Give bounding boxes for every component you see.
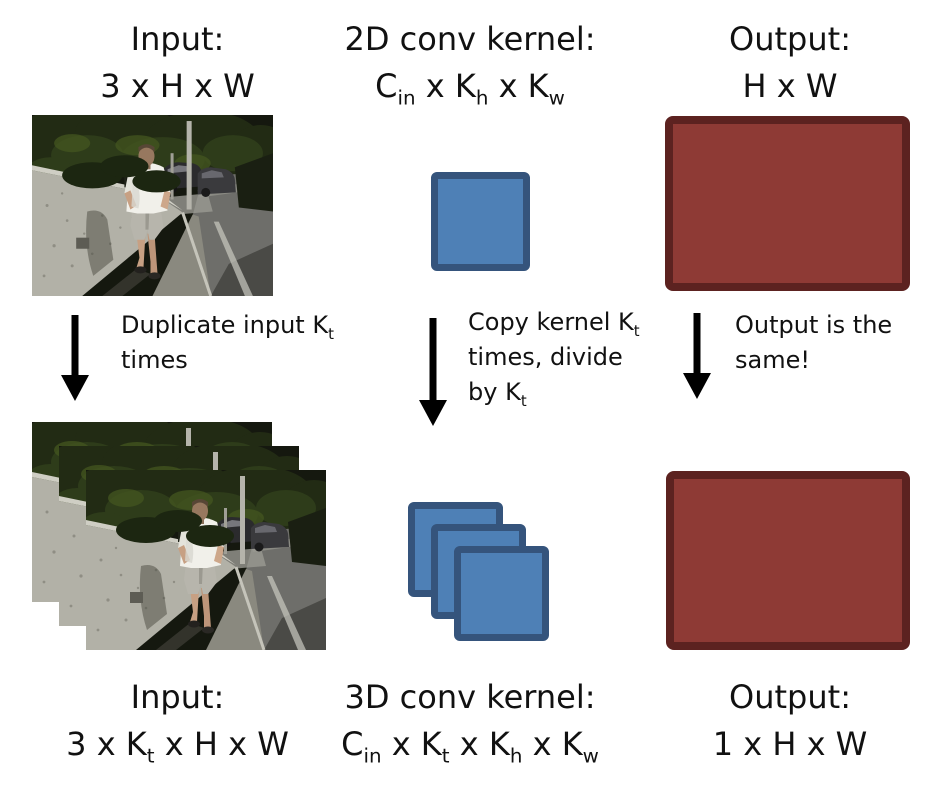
bottom-input-dims: 3 x Kt x H x W <box>66 725 289 768</box>
bottom-input-title: Input: <box>130 678 225 716</box>
bottom-output-dims: 1 x H x W <box>712 725 868 763</box>
bottom-kernel-header: 3D conv kernel: Cin x Kt x Kh x Kw <box>295 674 645 768</box>
bottom-kernel-dims: Cin x Kt x Kh x Kw <box>341 725 599 768</box>
bottom-kernel-title: 3D conv kernel: <box>344 678 596 716</box>
down-arrow-input-icon <box>61 315 89 401</box>
input-frame-photo-front <box>86 470 326 650</box>
top-input-title: Input: <box>130 20 225 58</box>
top-input-dims: 3 x H x W <box>100 67 255 105</box>
output-2d-rect <box>665 116 910 291</box>
top-output-title: Output: <box>729 20 851 58</box>
transform-label-input: Duplicate input Kt times <box>121 311 334 374</box>
kernel-2d-square <box>431 172 530 271</box>
top-kernel-title: 2D conv kernel: <box>344 20 596 58</box>
top-output-dims: H x W <box>742 67 838 105</box>
bottom-input-header: Input: 3 x Kt x H x W <box>20 674 335 768</box>
bottom-output-header: Output: 1 x H x W <box>650 674 930 768</box>
input-frame-photo <box>32 115 273 296</box>
down-arrow-output-icon <box>683 313 711 399</box>
top-output-header: Output: H x W <box>650 16 930 110</box>
top-kernel-header: 2D conv kernel: Cin x Kh x Kw <box>295 16 645 110</box>
top-kernel-dims: Cin x Kh x Kw <box>375 67 565 110</box>
bottom-output-title: Output: <box>729 678 851 716</box>
down-arrow-kernel-icon <box>419 318 447 426</box>
transform-label-output: Output is the same! <box>735 311 893 374</box>
transform-label-kernel: Copy kernel Kt times, divide by Kt <box>468 308 640 410</box>
top-input-header: Input: 3 x H x W <box>30 16 325 110</box>
output-3d-rect <box>666 471 910 650</box>
kernel-3d-square-front <box>454 546 549 641</box>
